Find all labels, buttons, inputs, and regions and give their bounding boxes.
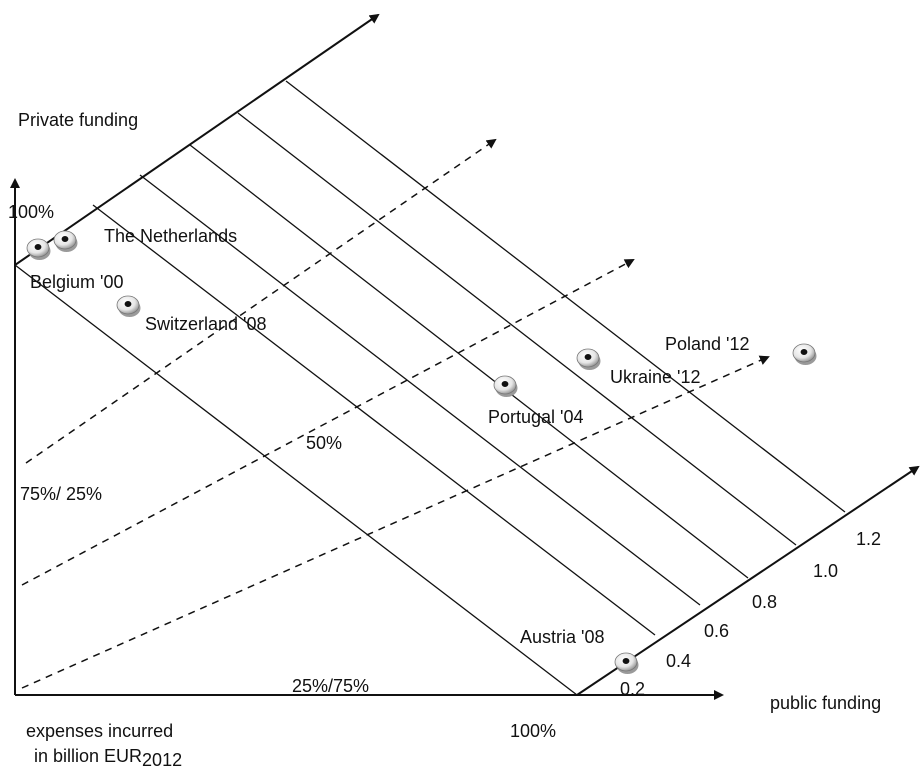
marker-ukraine-12 (576, 348, 601, 370)
marker-the-netherlands (53, 230, 78, 252)
expenses-label-line1: expenses incurred (26, 721, 173, 741)
expenses-label-subscript: 2012 (142, 750, 182, 770)
scale-label-1-0: 1.0 (813, 561, 838, 581)
iso-line-2 (92, 204, 656, 636)
ratio-line-25-75 (21, 355, 770, 689)
label-ukraine-12: Ukraine '12 (610, 367, 700, 387)
iso-line-3 (139, 174, 701, 606)
label-switzerland-08: Switzerland '08 (145, 314, 267, 334)
ratio-line-75-25 (25, 138, 497, 464)
scale-label-0-6: 0.6 (704, 621, 729, 641)
marker-switzerland-08 (116, 295, 141, 317)
label-the-netherlands: The Netherlands (104, 226, 237, 246)
label-portugal-04: Portugal '04 (488, 407, 584, 427)
label-belgium-00: Belgium '00 (30, 272, 124, 292)
ratio-75-25-label: 75%/ 25% (20, 484, 102, 504)
iso-line-4 (189, 144, 749, 579)
label-austria-08: Austria '08 (520, 627, 604, 647)
iso-line-1 (14, 264, 578, 696)
private-funding-label: Private funding (18, 110, 138, 130)
public-funding-label: public funding (770, 693, 881, 713)
marker-portugal-04 (493, 375, 518, 397)
scale-label-0-4: 0.4 (666, 651, 691, 671)
ratio-25-75-label: 25%/75% (292, 676, 369, 696)
public-100-label: 100% (510, 721, 556, 741)
iso-line-5 (237, 112, 797, 546)
ratio-50-label: 50% (306, 433, 342, 453)
ratio-line-50 (21, 259, 635, 586)
marker-belgium-00 (26, 238, 51, 260)
expenses-label-text: in billion EUR (34, 746, 142, 766)
marker-austria-08 (614, 652, 639, 674)
scale-label-1-2: 1.2 (856, 529, 881, 549)
private-100-label: 100% (8, 202, 54, 222)
label-poland-12: Poland '12 (665, 334, 750, 354)
scale-label-0-2: 0.2 (620, 679, 645, 699)
upper-diagonal-axis (14, 13, 380, 266)
expenses-label-line2: in billion EUR2012 (34, 746, 182, 770)
marker-poland-12 (792, 343, 817, 365)
scale-label-0-8: 0.8 (752, 592, 777, 612)
